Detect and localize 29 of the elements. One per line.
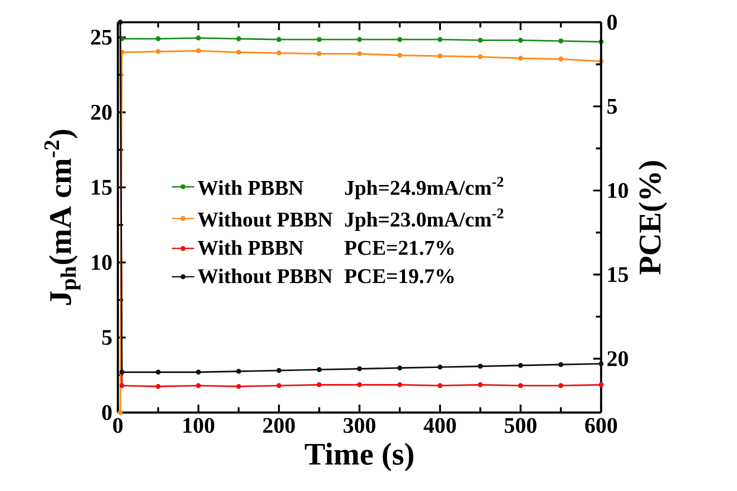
annotation: Jph=23.0mA/cm$^{-2}$ bbox=[345, 208, 504, 231]
y2-tick-label: 15 bbox=[608, 267, 628, 282]
y2-axis-title: PCE(%) bbox=[638, 161, 668, 274]
x-tick-label: 100 bbox=[184, 418, 214, 433]
y-tick-label: 15 bbox=[92, 180, 112, 195]
annotation: Jph=24.9mA/cm$^{-2}$ bbox=[345, 176, 504, 200]
annotation: PCE=21.7% bbox=[344, 240, 454, 255]
x-tick-label: 500 bbox=[504, 418, 536, 433]
y-tick-label: 10 bbox=[92, 254, 112, 270]
y-tick-label: 25 bbox=[91, 30, 112, 45]
x-tick-label: 300 bbox=[344, 418, 376, 433]
y-tick-label: 5 bbox=[102, 330, 112, 345]
x-tick-label: 400 bbox=[424, 418, 456, 433]
annotation: PCE=19.7% bbox=[344, 269, 454, 284]
x-tick-label: 200 bbox=[263, 418, 295, 433]
y-tick-label: 20 bbox=[91, 104, 112, 120]
y2-tick-label: 10 bbox=[608, 182, 628, 198]
x-tick-label: 600 bbox=[585, 418, 617, 433]
y2-tick-label: 20 bbox=[607, 351, 628, 366]
x-tick-label: 0 bbox=[113, 418, 123, 433]
y2-tick-label: 5 bbox=[607, 98, 617, 114]
legend-label: With PBBN bbox=[198, 240, 304, 256]
x-axis-title: Time (s) bbox=[304, 442, 414, 472]
legend-label: Without PBBN bbox=[198, 268, 332, 284]
y-tick-label: 0 bbox=[102, 404, 112, 420]
y-axis-title: J$_{ph}$(mA cm$^{-2}$) bbox=[44, 130, 80, 305]
y2-tick-label: 0 bbox=[607, 14, 617, 30]
legend-label: Without PBBN bbox=[198, 212, 332, 227]
legend-label: With PBBN bbox=[198, 180, 304, 196]
